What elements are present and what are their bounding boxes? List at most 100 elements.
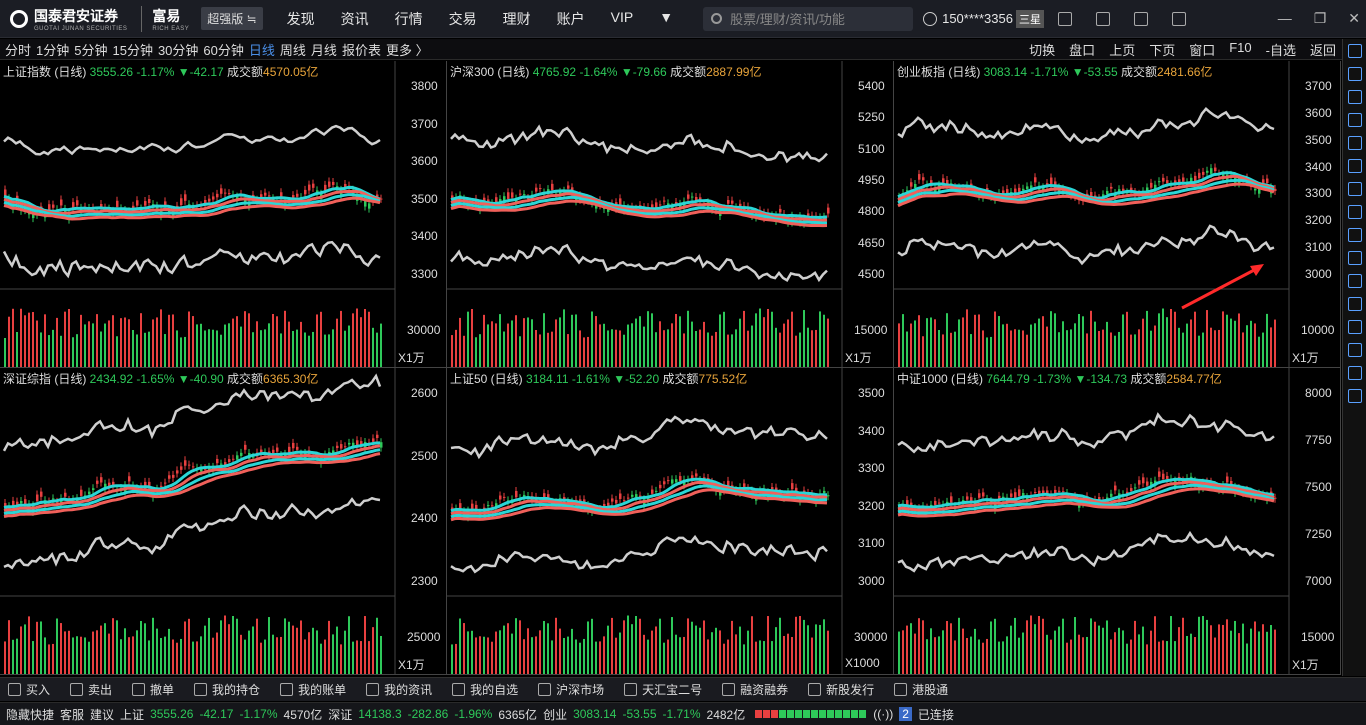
nav-item[interactable]: 理财 (502, 10, 531, 27)
line-chart-icon[interactable] (1347, 159, 1362, 173)
boll-upper (2, 373, 382, 452)
window-controls: — ❐ ✕ (1256, 10, 1360, 27)
trade-holdings[interactable]: 我的持仓 (194, 681, 260, 698)
boll-upper (3, 124, 381, 156)
toolbar-button[interactable]: 切换 (1029, 42, 1056, 58)
toolbar-button[interactable]: 下页 (1149, 42, 1176, 58)
boll-lower (2, 240, 381, 279)
ma-line (3, 189, 381, 216)
wave-icon[interactable] (1347, 366, 1362, 380)
user-id: 150****3356 (942, 11, 1013, 26)
trade-watchlist[interactable]: 我的自选 (452, 681, 518, 698)
top-bar: 国泰君安证券 GUOTAI JUNAN SECURITIES 富易 RICH EAS… (0, 0, 1366, 38)
fx-icon[interactable] (1347, 320, 1362, 334)
notice-icon[interactable] (1347, 274, 1362, 288)
nav-item[interactable]: 账户 (556, 10, 585, 27)
trade-cancel[interactable]: 撤单 (132, 681, 174, 698)
fiz-icon[interactable] (1347, 297, 1362, 311)
period-tab-active[interactable]: 日线 (248, 42, 275, 58)
kline-icon[interactable] (1347, 182, 1362, 196)
toolbar-button[interactable]: F10 (1229, 39, 1252, 55)
index-chg: ▼-40.90 (177, 372, 224, 386)
toolbar-button[interactable]: 窗口 (1189, 42, 1216, 58)
nav-item[interactable]: 交易 (448, 10, 477, 27)
toolbar-button[interactable]: -自选 (1265, 42, 1296, 58)
trade-margin[interactable]: 融资融券 (722, 681, 788, 698)
lock-icon[interactable] (1057, 11, 1072, 26)
doc-icon[interactable] (1347, 205, 1362, 219)
arrow-down-icon[interactable] (1347, 90, 1362, 104)
nav-item[interactable]: VIP (610, 8, 634, 25)
apps-icon[interactable] (1095, 11, 1110, 26)
skin-icon[interactable] (1171, 11, 1186, 26)
price-tick: 4500 (858, 267, 885, 281)
fund-icon[interactable] (1347, 228, 1362, 242)
chart-panel[interactable]: 深证综指 (日线) 2434.92 -1.65% ▼-40.90 成交额6365… (0, 368, 447, 675)
period-tab[interactable]: 报价表 (341, 42, 381, 58)
note-icon[interactable] (1347, 251, 1362, 265)
ma-line (897, 477, 1275, 509)
search-input[interactable]: 股票/理财/资讯/功能 (703, 6, 914, 31)
price-tick: 3500 (411, 191, 438, 206)
trade-ipo[interactable]: 新股发行 (808, 681, 874, 698)
ipo-icon (808, 683, 822, 696)
price-tick: 4950 (858, 173, 885, 187)
arrow-left-icon[interactable] (1347, 44, 1362, 58)
chart-panel[interactable]: 上证指数 (日线) 3555.26 -1.17% ▼-42.17 成交额4570… (0, 61, 447, 368)
chart-panel[interactable]: 沪深300 (日线) 4765.92 -1.64% ▼-79.66 成交额288… (447, 61, 894, 368)
chart-panel[interactable]: 中证1000 (日线) 7644.79 -1.73% ▼-134.73 成交额2… (894, 368, 1341, 675)
trade-tianhui[interactable]: 天汇宝二号 (624, 681, 702, 698)
period-tab[interactable]: 分时 (5, 42, 32, 58)
price-tick: 2400 (411, 511, 438, 526)
f5-icon[interactable] (1347, 389, 1362, 403)
right-sidebar (1342, 39, 1366, 676)
restore-icon[interactable]: ❐ (1313, 10, 1327, 26)
arrow-up-icon[interactable] (1347, 67, 1362, 81)
ma-line (3, 185, 381, 213)
trade-sell[interactable]: 卖出 (70, 681, 112, 698)
table-icon[interactable] (1347, 136, 1362, 150)
nav-item[interactable]: 行情 (394, 10, 423, 27)
price-tick: 4650 (858, 235, 885, 250)
trade-bills[interactable]: 我的账单 (280, 681, 346, 698)
period-tab[interactable]: 5分钟 (74, 42, 108, 58)
chevron-down-icon[interactable]: ▼ (659, 8, 674, 25)
list-icon[interactable] (1347, 113, 1362, 127)
price-tick: 8000 (1305, 386, 1332, 400)
service-button[interactable]: 客服 (60, 707, 85, 722)
user-account[interactable]: 150****3356 三星 (923, 9, 1044, 28)
trade-label: 港股通 (912, 683, 949, 697)
index-name: 上证指数 (日线) (3, 65, 87, 79)
trade-news[interactable]: 我的资讯 (366, 681, 432, 698)
gear-icon[interactable] (1133, 11, 1148, 26)
price-tick: 3000 (1305, 267, 1332, 281)
toolbar-button[interactable]: 盘口 (1069, 42, 1096, 58)
unit-label: X1万 (1292, 658, 1319, 672)
chart-panel[interactable]: 上证50 (日线) 3184.11 -1.61% ▼-52.20 成交额775.… (447, 368, 894, 675)
ma-line (897, 480, 1275, 512)
suggest-button[interactable]: 建议 (90, 707, 115, 722)
hide-shortcuts[interactable]: 隐藏快捷 (6, 707, 55, 722)
period-tab[interactable]: 30分钟 (157, 42, 199, 58)
period-tab[interactable]: 15分钟 (112, 42, 153, 58)
minimize-icon[interactable]: — (1277, 10, 1292, 26)
toolbar-button[interactable]: 上页 (1109, 42, 1136, 58)
toolbar-button[interactable]: 返回 (1309, 42, 1336, 58)
edition-badge[interactable]: 超强版 ≒ (201, 7, 263, 30)
period-tab[interactable]: 60分钟 (203, 42, 244, 58)
chart-panel[interactable]: 创业板指 (日线) 3083.14 -1.71% ▼-53.55 成交额2481… (894, 61, 1341, 368)
period-tab[interactable]: 月线 (310, 42, 337, 58)
trade-market[interactable]: 沪深市场 (538, 681, 604, 698)
nav-item[interactable]: 资讯 (340, 10, 369, 27)
period-tab[interactable]: 1分钟 (36, 42, 70, 58)
trade-buy[interactable]: 买入 (8, 681, 50, 698)
nav-item[interactable]: 发现 (286, 10, 315, 27)
period-tab[interactable]: 更多 〉 (385, 42, 429, 58)
circle-icon[interactable] (1347, 343, 1362, 357)
close-icon[interactable]: ✕ (1348, 10, 1360, 26)
ma-line (3, 441, 381, 509)
trade-hk-connect[interactable]: 港股通 (894, 681, 948, 698)
period-tab[interactable]: 周线 (279, 42, 306, 58)
connection-status: 已连接 (917, 707, 954, 722)
